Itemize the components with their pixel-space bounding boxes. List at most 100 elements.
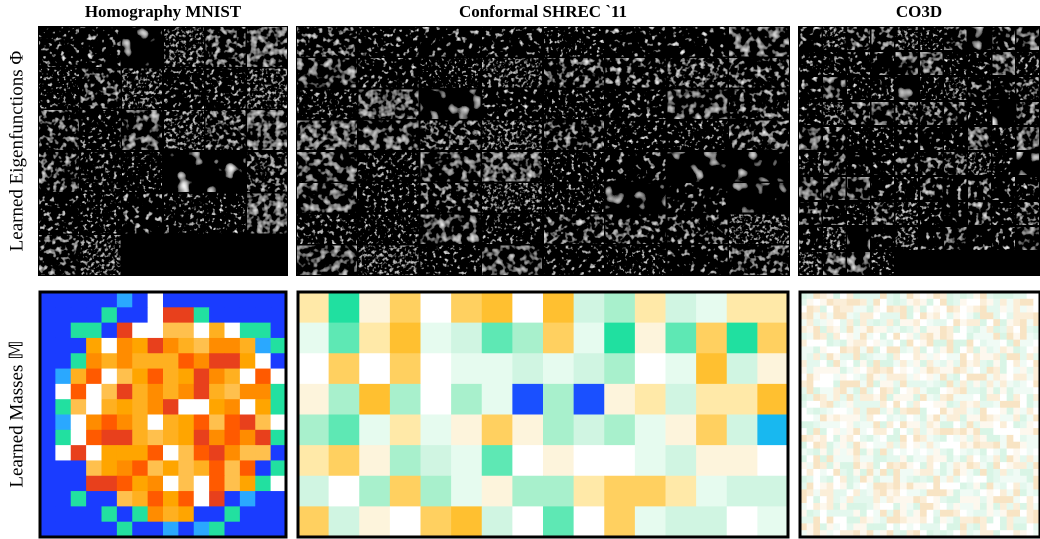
mass-cell: [666, 415, 697, 446]
mass-cell: [390, 384, 421, 415]
mass-cell: [482, 476, 513, 507]
eigenfunction-tile: [993, 177, 1015, 200]
mass-cell: [947, 326, 954, 333]
mass-cell: [860, 380, 867, 387]
mass-cell: [940, 496, 947, 503]
mass-cell: [225, 415, 241, 431]
mass-cell: [873, 489, 880, 496]
eigenfunction-tile: [799, 77, 821, 100]
mass-cell: [1013, 367, 1020, 374]
mass-cell: [847, 306, 854, 313]
mass-cell: [117, 323, 133, 339]
mass-cell: [947, 346, 954, 353]
mass-cell: [860, 435, 867, 442]
eigenfunction-tile: [1017, 102, 1039, 125]
mass-cell: [847, 503, 854, 510]
mass-cell: [900, 476, 907, 483]
mass-cell: [860, 387, 867, 394]
mass-cell: [163, 369, 179, 385]
mass-cell: [727, 415, 758, 446]
figure: Homography MNIST Conformal SHREC `11 CO3…: [0, 0, 1040, 539]
mass-cell: [240, 292, 256, 308]
mass-cell: [833, 340, 840, 347]
mass-cell: [1007, 496, 1014, 503]
eigenfunction-tile: [421, 121, 481, 150]
mass-cell: [1020, 326, 1027, 333]
eigenfunction-tile: [544, 215, 604, 244]
mass-cell: [512, 415, 543, 446]
mass-cell: [887, 503, 894, 510]
mass-cell: [543, 476, 574, 507]
eigenfunction-tile: [421, 27, 481, 56]
mass-cell: [967, 517, 974, 524]
mass-cell: [953, 408, 960, 415]
mass-cell: [807, 462, 814, 469]
mass-cell: [867, 421, 874, 428]
mass-cell: [913, 306, 920, 313]
mass-cell: [913, 415, 920, 422]
column-title: Homography MNIST: [85, 2, 242, 21]
mass-cell: [980, 333, 987, 340]
mass-cell: [298, 292, 329, 323]
mass-cell: [953, 340, 960, 347]
mass-cell: [967, 428, 974, 435]
mass-cell: [55, 369, 71, 385]
mass-cell: [920, 353, 927, 360]
mass-cell: [178, 353, 194, 369]
eigenfunction-tile: [847, 177, 869, 200]
mass-cell: [987, 483, 994, 490]
mass-cell: [980, 374, 987, 381]
eigenfunction-tile: [606, 27, 666, 56]
mass-cell: [867, 360, 874, 367]
mass-cell: [913, 319, 920, 326]
mass-cell: [893, 476, 900, 483]
mass-cell: [512, 292, 543, 323]
mass-cell: [960, 326, 967, 333]
mass-cell: [920, 476, 927, 483]
mass-cell: [117, 460, 133, 476]
mass-cell: [847, 469, 854, 476]
mass-cell: [132, 415, 148, 431]
eigenfunction-tile: [968, 102, 990, 125]
mass-cell: [913, 374, 920, 381]
mass-cell: [421, 292, 452, 323]
mass-cell: [840, 455, 847, 462]
mass-cell: [860, 469, 867, 476]
mass-cell: [880, 421, 887, 428]
mass-cell: [967, 442, 974, 449]
mass-cell: [893, 408, 900, 415]
mass-cell: [1013, 415, 1020, 422]
eigenfunction-tile: [920, 152, 942, 175]
mass-cell: [1027, 299, 1034, 306]
eigenfunction-tile: [359, 152, 419, 181]
mass-cell: [840, 360, 847, 367]
mass-cell: [873, 333, 880, 340]
mass-cell: [860, 449, 867, 456]
mass-cell: [987, 455, 994, 462]
mass-cell: [271, 460, 287, 476]
mass-cell: [1027, 408, 1034, 415]
mass-cell: [933, 517, 940, 524]
mass-cell: [973, 394, 980, 401]
mass-cell: [820, 367, 827, 374]
eigenfunction-tile: [297, 183, 357, 212]
eigenfunction-tile: [544, 27, 604, 56]
mass-cell: [1013, 469, 1020, 476]
mass-cell: [887, 387, 894, 394]
mass-cell: [907, 312, 914, 319]
eigenfunction-tile: [920, 77, 942, 100]
mass-cell: [696, 353, 727, 384]
mass-cell: [853, 333, 860, 340]
mass-cell: [833, 503, 840, 510]
mass-cell: [833, 469, 840, 476]
mass-cell: [887, 333, 894, 340]
mass-cell: [940, 340, 947, 347]
mass-cell: [940, 462, 947, 469]
mass-cell: [194, 491, 210, 507]
mass-cell: [953, 517, 960, 524]
eigenfunction-tile: [164, 110, 204, 150]
mass-cell: [255, 353, 271, 369]
mass-cell: [900, 435, 907, 442]
mass-cell: [900, 449, 907, 456]
mass-cell: [807, 326, 814, 333]
